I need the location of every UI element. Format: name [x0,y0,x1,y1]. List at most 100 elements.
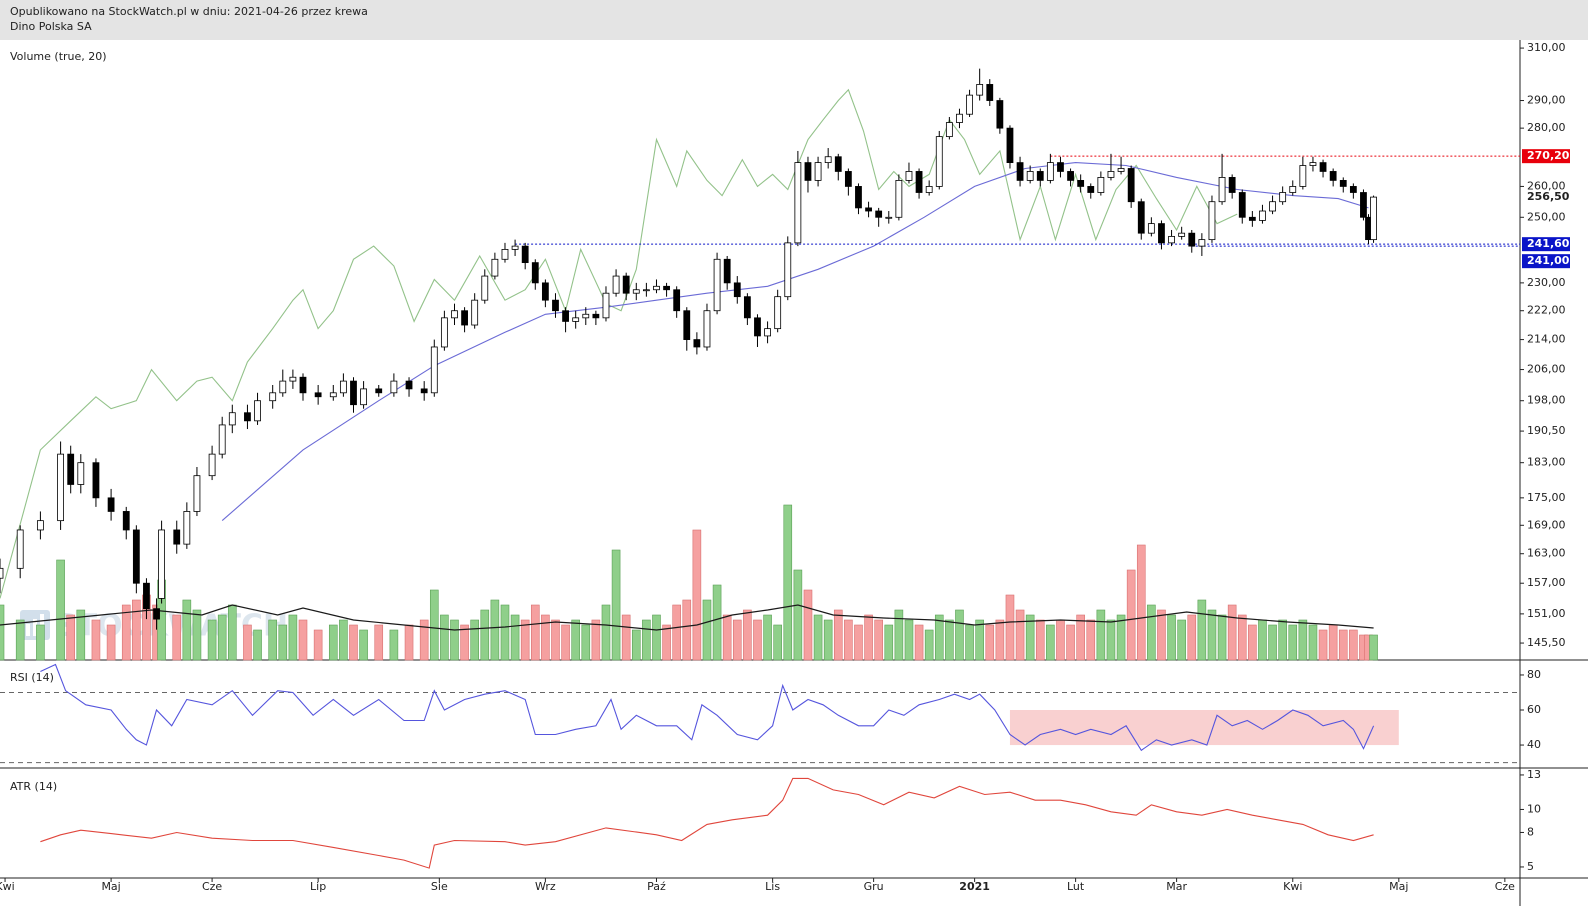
volume-bar [581,624,591,661]
volume-bar [541,614,550,661]
candle-body [1127,168,1135,203]
volume-bar [995,619,1005,661]
volume-bar [672,604,681,661]
volume-bar [470,619,479,661]
volume-bar [652,614,661,661]
candle-body [602,292,610,319]
candle-body [501,248,509,260]
volume-bar [773,624,782,661]
volume-bar [56,559,65,661]
x-tick-label: Kwi [1283,880,1302,893]
candle-body [723,258,731,284]
volume-bar [419,619,429,661]
volume-bar [1217,614,1227,661]
volume-bar [1005,594,1015,661]
candle-body [390,380,398,394]
volume-bar [1136,544,1146,661]
volume-bar [298,619,308,661]
volume-ma-line [0,604,1374,631]
volume-bar [1237,614,1247,661]
volume-bar [1308,624,1318,661]
y-tick-label: 10 [1527,802,1541,815]
volume-bar [803,589,813,661]
y-tick-label: 230,00 [1527,276,1566,289]
volume-bar [722,614,732,661]
candle-body [1046,162,1054,181]
candle-body [642,289,650,292]
candle-body [1137,201,1145,234]
volume-bar [374,624,384,661]
y-tick-label: 183,00 [1527,456,1566,469]
x-tick-label: Lut [1067,880,1085,893]
volume-bar [904,619,914,661]
volume-bar [440,614,449,661]
volume-bar [1268,624,1277,661]
volume-bar [132,599,141,661]
moving-average-line [221,162,1369,522]
candle-body [693,339,701,348]
volume-bar [106,624,116,661]
candle-body [67,453,75,485]
candle-body [956,113,963,123]
volume-bar [1106,619,1116,661]
volume-bar [934,614,944,661]
volume-bar [1015,609,1025,661]
volume-bar [985,624,995,661]
candle-body [132,529,140,584]
volume-bar [510,614,520,661]
panel-label: ATR (14) [10,780,57,793]
volume-bar [955,609,964,661]
candle-body [925,186,933,193]
price-level-label: 270,20 [1527,149,1570,162]
candle-body [976,84,984,96]
candle-body [875,210,883,218]
candle-body [440,317,448,348]
volume-bar [662,624,671,661]
volume-bar [601,604,611,661]
volume-bar [1187,614,1197,661]
candle-body [1117,168,1125,172]
candle-body [360,388,367,406]
volume-bar [192,609,202,661]
candle-body [865,207,872,212]
volume-bar [172,614,182,661]
candle-body [582,313,590,319]
x-tick-label: Gru [864,880,884,893]
candle-body [541,282,549,301]
candle-body [844,171,852,187]
volume-bar [642,619,651,661]
candle-body [915,171,923,193]
candle-body [1289,186,1297,193]
volume-bar [823,619,833,661]
candle-body [244,412,251,422]
candle-body [1147,223,1155,234]
candle-body [430,346,438,394]
volume-bar [874,619,883,661]
candle-body [0,567,4,579]
volume-bar [1046,624,1055,661]
candle-body [1067,171,1074,181]
volume-bar [480,609,490,661]
volume-bar [36,624,45,661]
volume-bar [1258,619,1267,661]
price-level-label: 241,00 [1527,254,1570,267]
candle-body [314,392,322,398]
candle-body [451,310,458,319]
x-tick-label: Maj [1389,880,1408,893]
candle-body [592,313,600,319]
volume-bar [429,589,439,661]
candle-body [1279,192,1287,203]
candle-body [1107,171,1115,178]
x-tick-label: Sie [431,880,448,893]
candle-body [632,289,640,294]
volume-bar [1066,624,1075,661]
y-tick-label: 310,00 [1527,41,1566,54]
volume-bar [551,619,560,661]
volume-bar [884,624,894,661]
candle-body [1077,180,1085,187]
y-tick-label: 206,00 [1527,363,1566,376]
candle-body [784,242,792,298]
volume-bar [520,619,530,661]
candle-body [804,162,812,181]
volume-bar [66,614,75,661]
